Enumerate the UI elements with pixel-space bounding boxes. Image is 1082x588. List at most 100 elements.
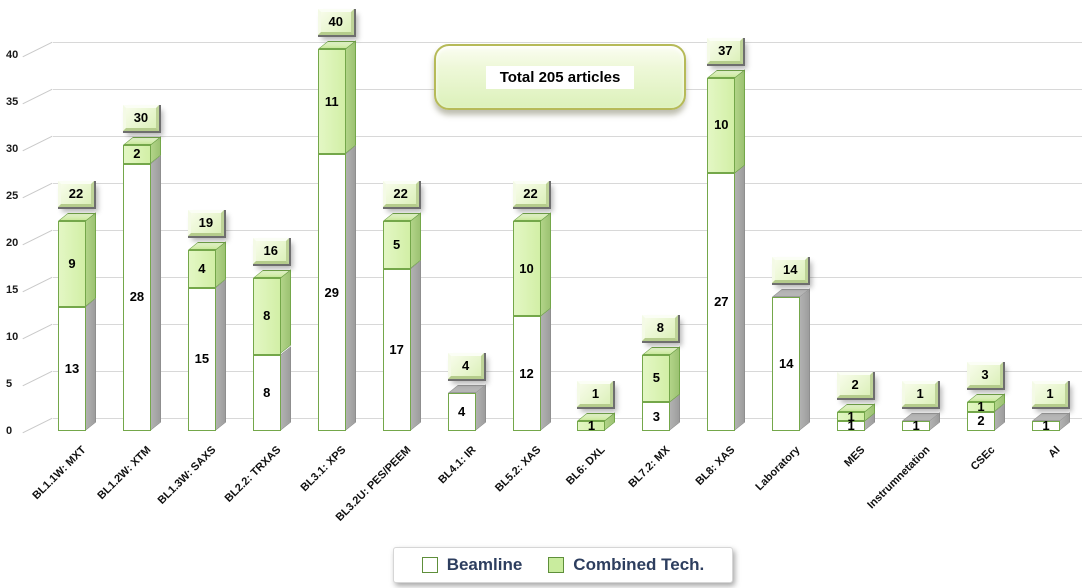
bar-segment-combined bbox=[967, 402, 996, 412]
bar-segment-combined bbox=[577, 421, 606, 431]
segment-value-label: 1 bbox=[847, 408, 855, 424]
segment-value-label: 5 bbox=[652, 370, 660, 386]
segment-value-label: 15 bbox=[194, 351, 210, 367]
bar-segment-beamline bbox=[447, 392, 476, 431]
y-axis-label: 25 bbox=[6, 190, 19, 202]
segment-value-label: 13 bbox=[64, 360, 80, 376]
total-value-badge: 1 bbox=[577, 381, 614, 408]
x-axis-label: Instrumnetation bbox=[865, 444, 933, 512]
bar-side-face-combined bbox=[734, 68, 746, 174]
y-axis-label: 35 bbox=[6, 96, 19, 108]
bar-segment-beamline bbox=[58, 306, 86, 431]
gridline bbox=[53, 324, 1082, 325]
gridline bbox=[53, 230, 1082, 231]
legend-swatch-beamline bbox=[421, 557, 438, 573]
total-value-badge: 14 bbox=[772, 257, 809, 284]
bar-segment-beamline bbox=[187, 287, 216, 431]
segment-value-label: 1 bbox=[847, 418, 855, 434]
total-value-badge: 16 bbox=[252, 238, 289, 265]
total-value-badge: 4 bbox=[447, 352, 484, 379]
bar-segment-combined bbox=[58, 220, 86, 307]
gridline bbox=[53, 42, 1082, 43]
gridline bbox=[53, 371, 1082, 372]
legend-item-beamline: Beamline bbox=[421, 555, 522, 575]
bar-segment-beamline bbox=[317, 154, 346, 431]
y-axis-label: 40 bbox=[6, 49, 19, 61]
bar-side-face-beamline bbox=[149, 154, 161, 431]
legend-item-combined-tech: Combined Tech. bbox=[548, 555, 704, 575]
y-axis-label: 30 bbox=[6, 143, 19, 155]
x-axis-label: AI bbox=[1046, 444, 1063, 461]
total-value-badge: 40 bbox=[317, 9, 354, 35]
bar-segment-beamline bbox=[1031, 421, 1060, 431]
total-value-badge: 22 bbox=[382, 180, 419, 207]
total-value-badge: 22 bbox=[512, 180, 549, 207]
bar-segment-combined bbox=[837, 411, 866, 422]
total-value-badge: 19 bbox=[187, 209, 224, 236]
bar-segment-combined bbox=[252, 278, 281, 355]
segment-value-label: 8 bbox=[263, 384, 271, 400]
bar-side-face-beamline bbox=[344, 145, 356, 431]
bar-side-face-combined bbox=[669, 345, 681, 403]
bar-segment-beamline bbox=[772, 297, 801, 431]
legend-label-combined-tech: Combined Tech. bbox=[573, 555, 705, 574]
legend: Beamline Combined Tech. bbox=[393, 547, 733, 583]
y-axis-label: 20 bbox=[6, 237, 19, 249]
bar-side-face-combined bbox=[344, 40, 356, 155]
total-value-badge: 8 bbox=[642, 314, 679, 341]
bar-side-face-beamline bbox=[734, 164, 746, 431]
segment-value-label: 5 bbox=[393, 236, 401, 252]
bar-segment-beamline bbox=[967, 411, 996, 431]
gridline bbox=[53, 277, 1082, 278]
x-axis-label: BL1.2W: XTM bbox=[95, 444, 154, 503]
bar-side-face-beamline bbox=[279, 345, 291, 431]
segment-value-label: 28 bbox=[129, 289, 145, 305]
segment-value-label: 9 bbox=[68, 255, 76, 271]
y-axis-label: 0 bbox=[6, 425, 13, 437]
segment-value-label: 10 bbox=[714, 117, 729, 133]
segment-value-label: 12 bbox=[519, 365, 534, 381]
legend-swatch-combined-tech bbox=[548, 557, 565, 573]
bar-segment-beamline bbox=[512, 316, 541, 431]
total-value-badge: 30 bbox=[122, 104, 159, 131]
bar-side-face-combined bbox=[539, 212, 551, 317]
bar-segment-combined bbox=[707, 77, 736, 174]
total-value-badge: 37 bbox=[707, 37, 744, 64]
bar-segment-beamline bbox=[837, 421, 866, 431]
bar-segment-beamline bbox=[382, 268, 411, 431]
total-value-badge: 2 bbox=[837, 371, 874, 398]
x-axis-label: BL2.2: TRXAS bbox=[222, 444, 284, 505]
bar-segment-beamline bbox=[642, 402, 671, 431]
total-value-badge: 1 bbox=[902, 381, 939, 408]
gridline bbox=[53, 136, 1082, 137]
segment-value-label: 1 bbox=[977, 399, 985, 415]
segment-value-label: 10 bbox=[519, 260, 534, 276]
segment-value-label: 1 bbox=[912, 418, 920, 434]
y-axis-label: 10 bbox=[6, 331, 19, 343]
gridline bbox=[53, 418, 1082, 419]
bar-segment-beamline bbox=[122, 163, 151, 431]
segment-value-label: 8 bbox=[263, 308, 271, 324]
segment-value-label: 2 bbox=[977, 413, 985, 429]
total-value-badge: 22 bbox=[58, 180, 94, 207]
bar-segment-beamline bbox=[707, 173, 736, 431]
bar-side-face-beamline bbox=[799, 288, 811, 431]
segment-value-label: 4 bbox=[457, 403, 466, 419]
bar-segment-combined bbox=[642, 354, 671, 403]
total-value-badge: 3 bbox=[967, 362, 1004, 389]
bar-segment-combined bbox=[317, 49, 346, 155]
x-axis-label: BL3.1: XPS bbox=[298, 444, 349, 494]
bar-segment-combined bbox=[122, 144, 151, 164]
x-axis-label: CSEc bbox=[968, 444, 998, 473]
bar-side-face-combined bbox=[85, 212, 96, 307]
y-axis-label: 15 bbox=[6, 284, 19, 296]
segment-value-label: 4 bbox=[198, 260, 206, 276]
total-value-badge: 1 bbox=[1031, 381, 1068, 408]
segment-value-label: 27 bbox=[714, 294, 729, 310]
segment-value-label: 2 bbox=[133, 146, 141, 162]
bar-side-face-beamline bbox=[409, 259, 421, 431]
bar-side-face-beamline bbox=[214, 278, 226, 431]
bar-segment-combined bbox=[382, 220, 411, 269]
bar-side-face-beamline bbox=[85, 298, 96, 431]
